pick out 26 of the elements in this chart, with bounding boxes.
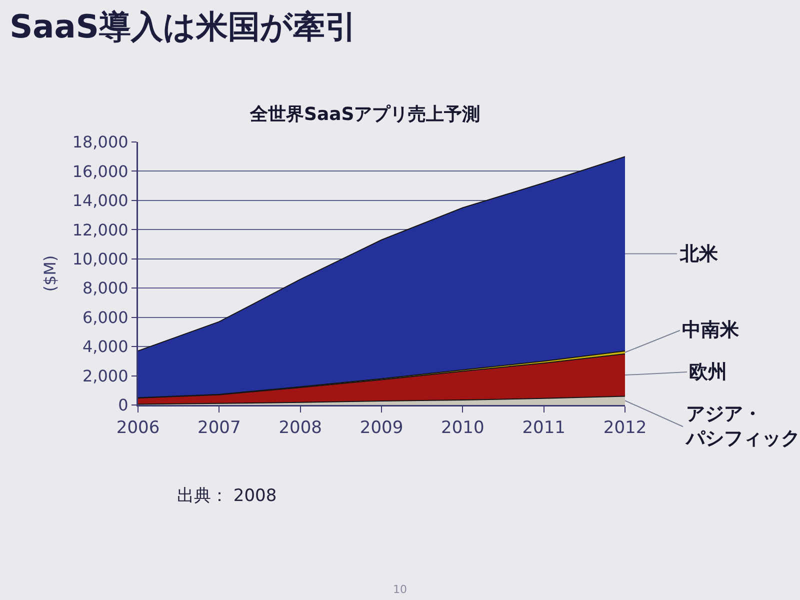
y-tick-label: 2,000 <box>82 366 128 386</box>
x-tick-label: 2012 <box>603 418 647 438</box>
x-tick-label: 2009 <box>360 418 404 438</box>
x-tick-label: 2010 <box>441 418 484 438</box>
source-note: 出典： 2008 <box>177 486 277 506</box>
y-tick-label: 14,000 <box>72 191 128 210</box>
chart-title: SaaS導入は米国が牽引 <box>10 7 357 46</box>
y-tick-label: 4,000 <box>82 337 128 356</box>
text: 欧州 <box>689 361 727 383</box>
y-tick-label: 6,000 <box>82 308 128 327</box>
y-tick-label: 0 <box>118 396 128 415</box>
x-tick-label: 2007 <box>198 418 241 438</box>
y-tick-label: 8,000 <box>82 278 128 298</box>
x-tick-label: 2011 <box>522 418 566 438</box>
y-tick-label: 18,000 <box>72 132 128 152</box>
y-axis-title: ($M) <box>40 255 60 292</box>
chart-subtitle: 全世界SaaSアプリ売上予測 <box>249 104 480 125</box>
y-tick-label: 10,000 <box>72 249 128 268</box>
y-tick-label: 16,000 <box>72 162 128 181</box>
text: 10 <box>393 583 407 596</box>
y-tick-label: 12,000 <box>72 220 128 240</box>
text: 北米 <box>679 243 719 265</box>
x-tick-label: 2006 <box>116 418 160 438</box>
x-tick-label: 2008 <box>278 418 322 438</box>
text: 中南米 <box>682 319 740 341</box>
text: アジア・パシフィック <box>685 403 800 450</box>
